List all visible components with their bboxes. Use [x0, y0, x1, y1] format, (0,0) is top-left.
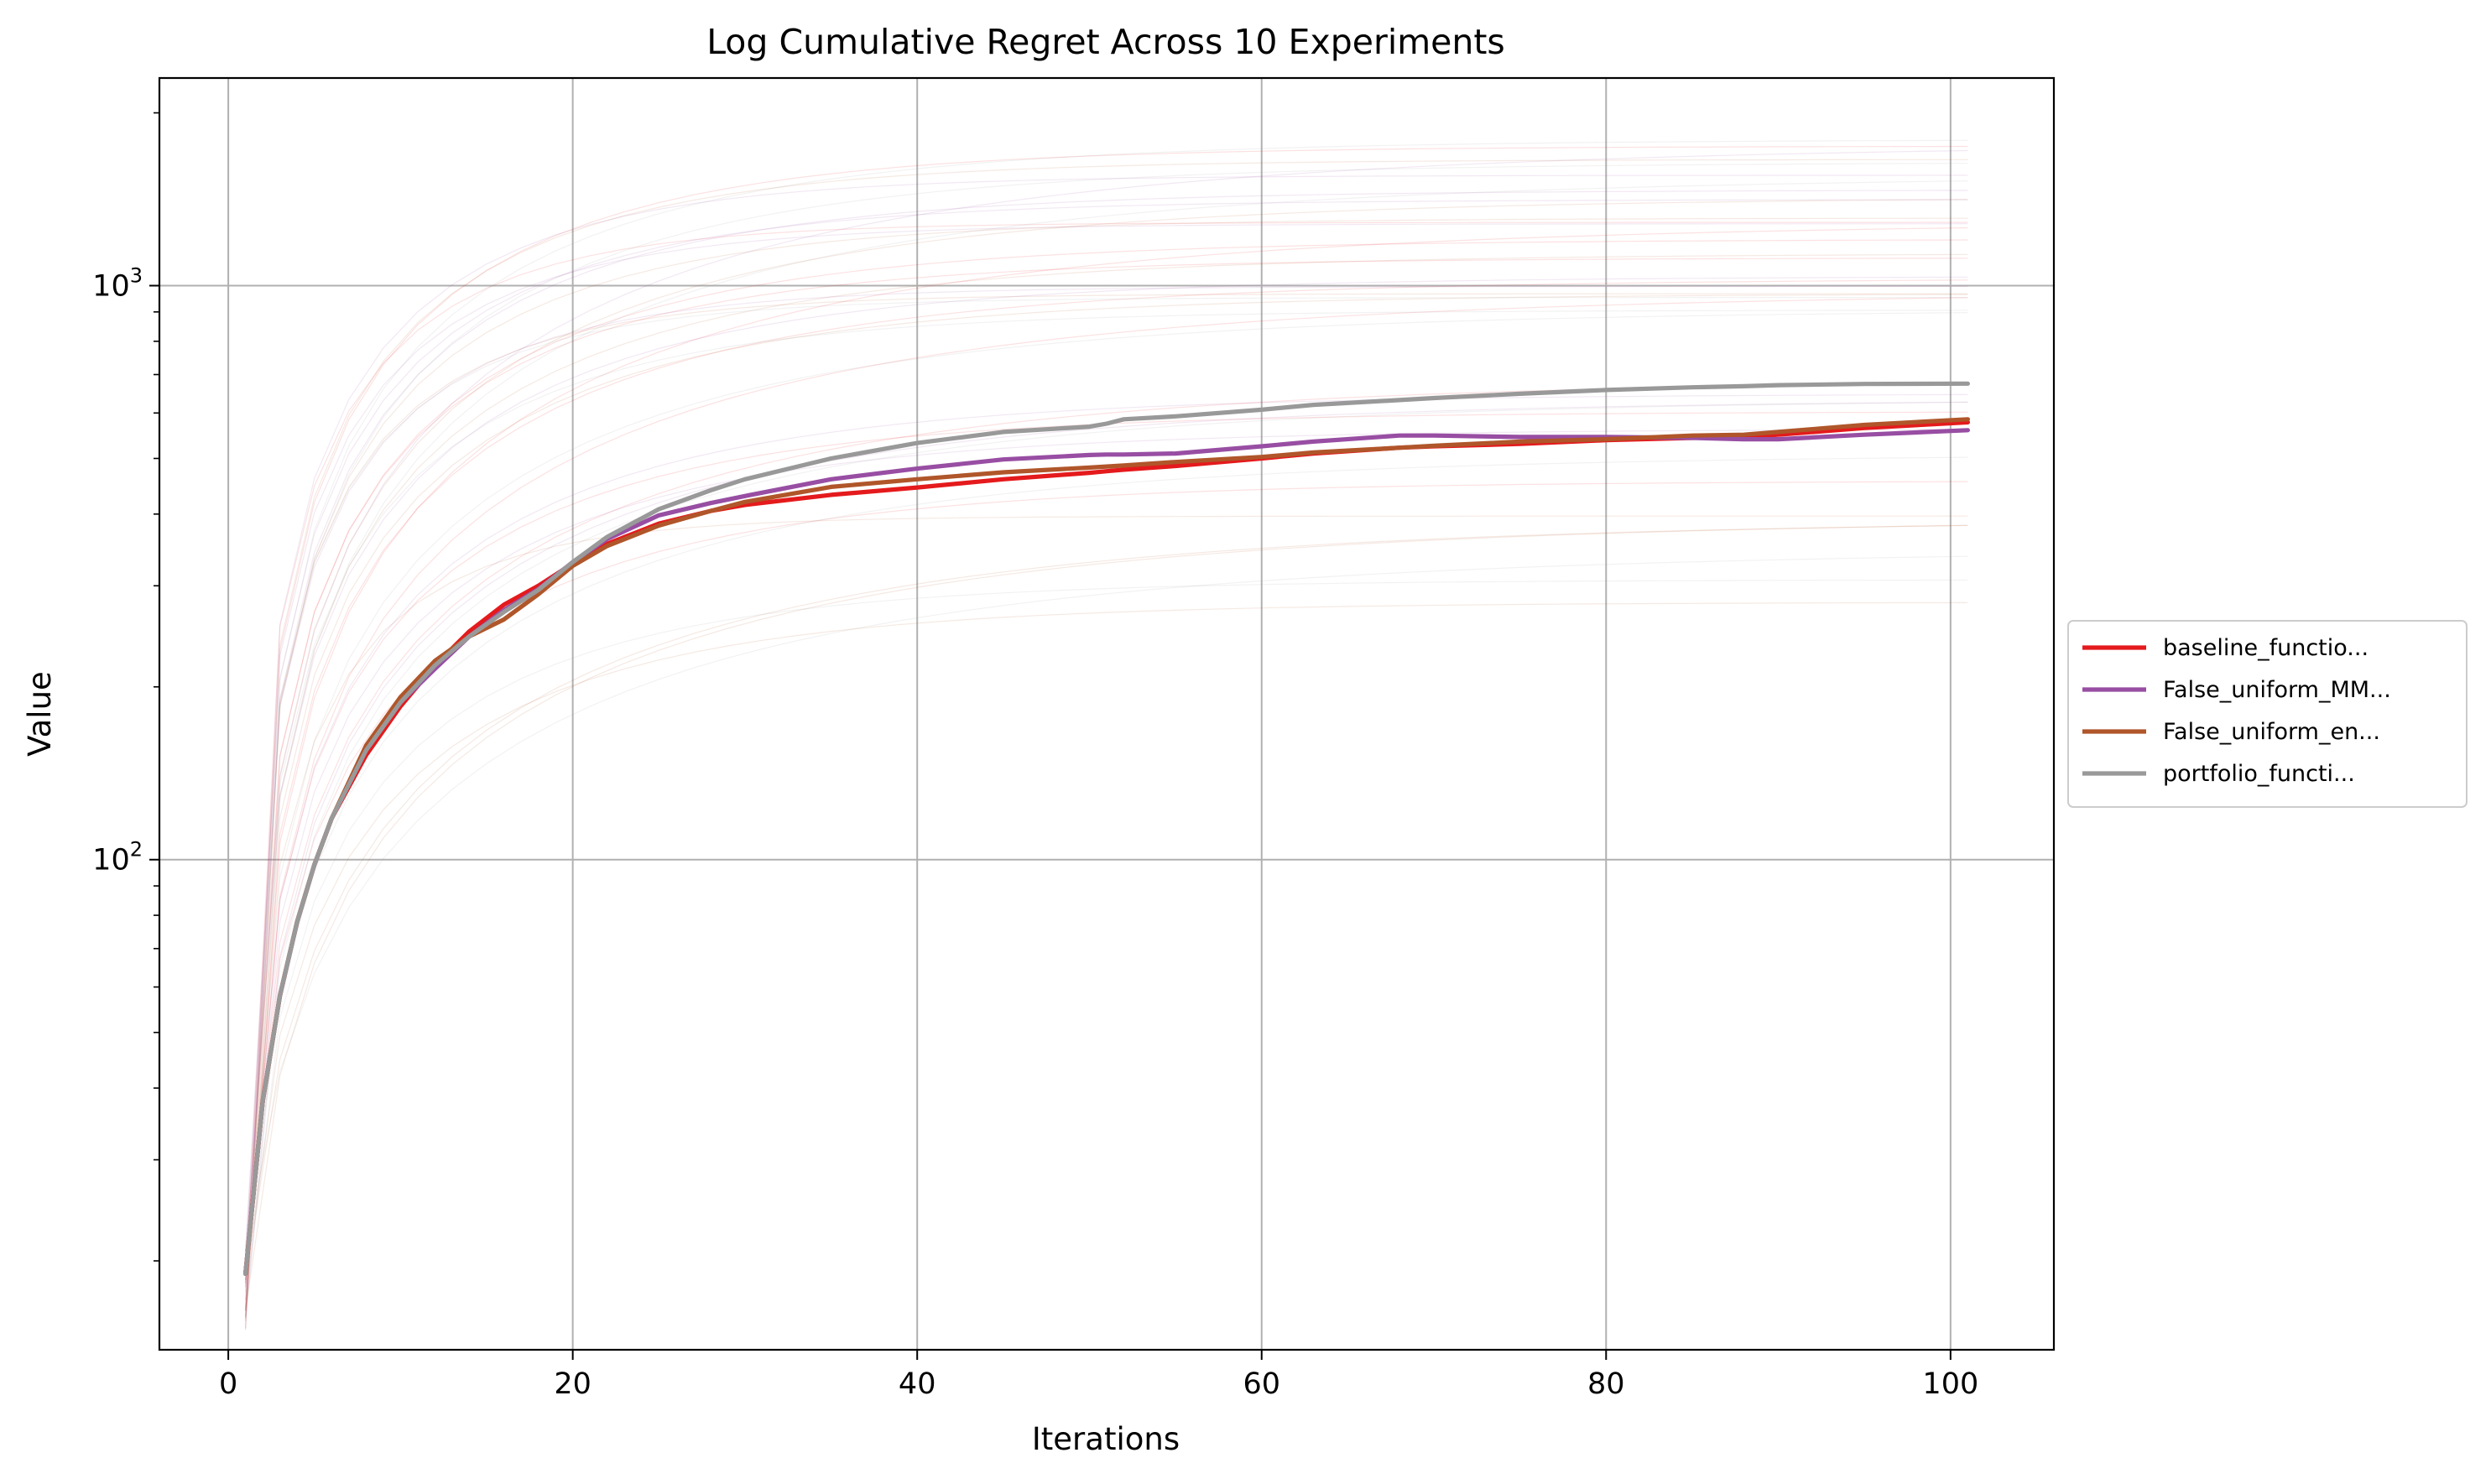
experiment-run-line: [245, 555, 1968, 1252]
experiment-run-line: [245, 163, 1968, 1310]
y-axis-label: Value: [22, 671, 58, 757]
experiment-run-line: [245, 310, 1968, 1265]
experiment-run-line: [245, 180, 1968, 1319]
experiment-run-line: [245, 456, 1968, 1272]
experiment-run-line: [245, 579, 1968, 1299]
chart-title: Log Cumulative Regret Across 10 Experime…: [706, 22, 1505, 62]
x-tick-label: 0: [219, 1367, 237, 1401]
experiment-run-line: [245, 524, 1968, 1310]
experiment-run-line: [245, 239, 1968, 1267]
plot-frame: [158, 76, 2056, 1351]
experiment-run-line: [245, 279, 1968, 1322]
experiment-run-line: [245, 401, 1968, 1318]
legend-label: baseline_functio...: [2163, 635, 2369, 661]
y-tick-base: 10: [92, 270, 130, 304]
legend-label: False_uniform_en...: [2163, 719, 2380, 745]
experiment-run-line: [245, 524, 1968, 1280]
experiment-run-line: [245, 221, 1968, 1288]
series-lines: [243, 381, 1970, 1276]
experiment-run-line: [245, 174, 1968, 1330]
experiment-run-line: [245, 199, 1968, 1284]
y-tick-exponent: 3: [130, 264, 143, 288]
experiment-run-line: [245, 297, 1968, 1250]
x-tick-label: 40: [899, 1367, 936, 1401]
experiment-run-line: [245, 393, 1968, 1287]
y-tick-exponent: 2: [130, 838, 143, 862]
experiment-run-line: [245, 253, 1968, 1316]
legend: baseline_functio... False_uniform_MM... Fa…: [2067, 620, 2468, 808]
grid: [159, 78, 2054, 1350]
experiment-run-line: [245, 217, 1968, 1316]
experiment-run-line: [245, 401, 1968, 1320]
experiment-run-line: [245, 190, 1968, 1300]
legend-label: False_uniform_MM...: [2163, 677, 2391, 703]
x-tick-label: 20: [554, 1367, 591, 1401]
experiment-run-line: [245, 145, 1968, 1293]
legend-box: [2067, 620, 2468, 808]
experiment-run-line: [245, 258, 1968, 1318]
experiment-run-line: [245, 297, 1968, 1280]
experiment-run-line: [245, 227, 1968, 1311]
series-line-4: [243, 381, 1970, 1276]
experiment-run-line: [245, 276, 1968, 1261]
experiment-run-line: [245, 159, 1968, 1330]
y-tick-base: 10: [92, 844, 130, 877]
background-runs: [245, 139, 1968, 1330]
y-tick-label: 103: [92, 264, 143, 304]
y-tick-label: 102: [92, 838, 143, 877]
experiment-run-line: [245, 429, 1968, 1284]
experiment-run-line: [245, 223, 1968, 1312]
x-tick-label: 100: [1922, 1367, 1978, 1401]
x-tick-label: 60: [1243, 1367, 1280, 1401]
experiment-run-line: [245, 293, 1968, 1328]
experiment-run-line: [245, 515, 1968, 1284]
experiment-run-line: [245, 199, 1968, 1252]
experiment-run-line: [245, 139, 1968, 1311]
experiment-run-line: [245, 312, 1968, 1276]
experiment-run-line: [245, 601, 1968, 1280]
legend-label: portfolio_functi...: [2163, 761, 2355, 787]
x-axis-label: Iterations: [1032, 1421, 1180, 1457]
experiment-run-line: [245, 294, 1968, 1308]
experiment-run-line: [245, 149, 1968, 1259]
experiment-run-line: [245, 285, 1968, 1264]
x-tick-label: 80: [1587, 1367, 1625, 1401]
